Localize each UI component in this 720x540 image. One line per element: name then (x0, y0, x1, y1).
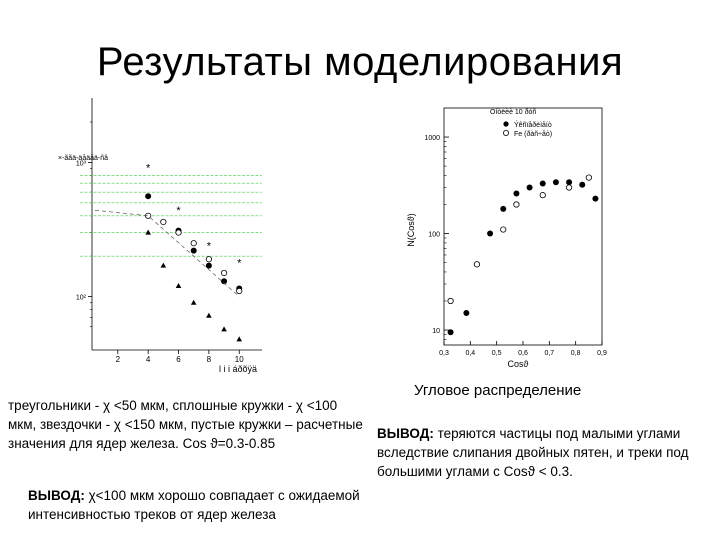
chart-left-point-3-3 (190, 240, 197, 247)
chart-right-plot-frame (443, 107, 603, 346)
chart-right-xtick-label-5: 0,8 (571, 350, 581, 357)
chart-right-xtick-label-0: 0,3 (439, 350, 449, 357)
chart-right-point-0-9 (566, 179, 573, 186)
chart-right-point-0-6 (526, 184, 533, 191)
chart-left-xtick-label-4: 10 (235, 355, 244, 364)
chart-right-point-1-0 (447, 297, 454, 305)
conclusion-right-label: ВЫВОД: (377, 426, 434, 441)
chart-right-point-1-1 (473, 261, 481, 268)
chart-right-ytick-label-1: 100 (428, 232, 440, 239)
chart-right-y-axis-label: N(Cosϑ) (406, 213, 416, 246)
chart-left-point-2-3 (190, 299, 197, 305)
chart-left-frame-layer: 10³ 10² 2 4 6 8 10 (76, 98, 262, 364)
chart-right-point-0-8 (552, 179, 559, 186)
chart-right-ytick-label-2: 10 (432, 328, 440, 335)
chart-right-point-1-2 (500, 226, 507, 233)
chart-right-point-0-4 (500, 205, 507, 212)
chart-left-point-0-1: * (176, 205, 181, 217)
chart-left-ytick-label-1: 10² (76, 295, 87, 302)
chart-right-point-0-10 (579, 181, 586, 188)
slide-title: Результаты моделирования (96, 40, 624, 84)
chart-right-point-1-4 (539, 192, 546, 199)
chart-right-point-0-1 (463, 310, 470, 317)
chart-right-xtick-label-1: 0,4 (465, 350, 475, 357)
hits-distribution-chart: 10³ 10² 2 4 6 8 10 * * * * ×-ããä-äåäåä-ñâ l i i á… (58, 98, 262, 374)
chart-left-point-2-4 (206, 312, 212, 318)
chart-left-series-fit-line (94, 209, 240, 297)
chart-right-point-0-0 (447, 329, 454, 336)
chart-right-xtick-label-6: 0,9 (597, 350, 607, 357)
chart-right-point-0-3 (487, 230, 494, 237)
chart-left-point-2-0 (145, 229, 151, 235)
chart-right-series-layer (447, 174, 599, 336)
chart-left-xtick-label-3: 8 (207, 355, 212, 364)
chart-left-point-2-1 (160, 262, 167, 268)
chart-right-point-1-6 (585, 174, 592, 181)
conclusion-right: ВЫВОД: теряются частицы под малыми углам… (377, 424, 717, 481)
chart-right-xtick-label-2: 0,5 (492, 350, 502, 357)
chart-left-point-3-4 (205, 256, 212, 263)
chart-left-point-2-2 (175, 282, 182, 288)
chart-left-point-3-6 (236, 287, 243, 295)
angular-distribution-chart: 1000 100 10 0,3 0,4 0,5 0,6 0,7 0,8 0,9 Ôíòëèè 10… (406, 107, 607, 369)
chart-right-point-0-11 (592, 195, 599, 202)
chart-left-point-3-2 (175, 229, 182, 236)
chart-left-point-1-0 (145, 193, 152, 200)
conclusion-left: ВЫВОД: χ<100 мкм хорошо совпадает с ожид… (28, 486, 380, 524)
chart-left-point-1-2 (190, 247, 197, 254)
caption-left: треугольники - χ <50 мкм, сплошные кружк… (8, 398, 363, 451)
chart-right-point-0-7 (539, 180, 546, 187)
conclusion-left-label: ВЫВОД: (28, 488, 85, 503)
chart-right-point-1-3 (513, 201, 520, 208)
chart-left-legend-text: ×-ããä-äåäåä-ñâ (58, 154, 108, 162)
chart-right-frame-layer: 1000 100 10 0,3 0,4 0,5 0,6 0,7 0,8 0,9 (424, 107, 607, 357)
chart-right-legend: Ôíòëèè 10 ðóñ Ýêñïåðèìåíò Fe (ðàñ÷åò) (490, 107, 552, 138)
chart-left-xtick-label-2: 6 (176, 355, 181, 364)
conclusion-right-text: теряются частицы под малыми углами вслед… (377, 426, 689, 479)
chart-right-ytick-label-0: 1000 (424, 135, 440, 142)
chart-left-series-layer: * * * * (94, 162, 243, 342)
chart-left-grid-layer (80, 175, 262, 257)
chart-left-point-0-0: * (146, 162, 151, 174)
chart-right-legend-entry-1: Fe (ðàñ÷åò) (514, 130, 552, 138)
chart-right-xtick-label-4: 0,7 (544, 350, 554, 357)
chart-left-point-0-3: * (237, 257, 242, 269)
chart-left-ytick-label-0: 10³ (76, 160, 87, 167)
legend-open-circle-icon (503, 129, 510, 136)
chart-right-legend-entry-0: Ýêñïåðèìåíò (514, 120, 552, 129)
chart-left-x-axis-label: l i i áðõÿä (219, 364, 257, 374)
chart-left-point-2-5 (221, 326, 227, 332)
chart-right-legend-title: Ôíòëèè 10 ðóñ (490, 107, 536, 116)
chart-right-point-0-5 (513, 190, 520, 197)
chart-left-point-0-2: * (207, 241, 212, 253)
legend-filled-circle-icon (503, 121, 509, 127)
chart-left-xtick-label-1: 4 (146, 355, 151, 364)
chart-left-point-3-1 (160, 218, 167, 226)
chart-left-xtick-label-0: 2 (116, 355, 121, 364)
chart-left-point-1-4 (221, 278, 228, 285)
chart-left-point-1-3 (205, 262, 212, 269)
chart-left-point-3-5 (220, 269, 228, 277)
angular-distribution-title: Угловое распределение (414, 382, 582, 399)
chart-right-x-axis-label: Cosϑ (508, 359, 529, 369)
chart-right-point-1-5 (565, 184, 573, 191)
chart-right-xtick-label-3: 0,6 (518, 350, 528, 357)
chart-left-point-2-6 (236, 336, 243, 342)
conclusion-left-text: χ<100 мкм хорошо совпадает с ожидаемой и… (28, 488, 360, 522)
